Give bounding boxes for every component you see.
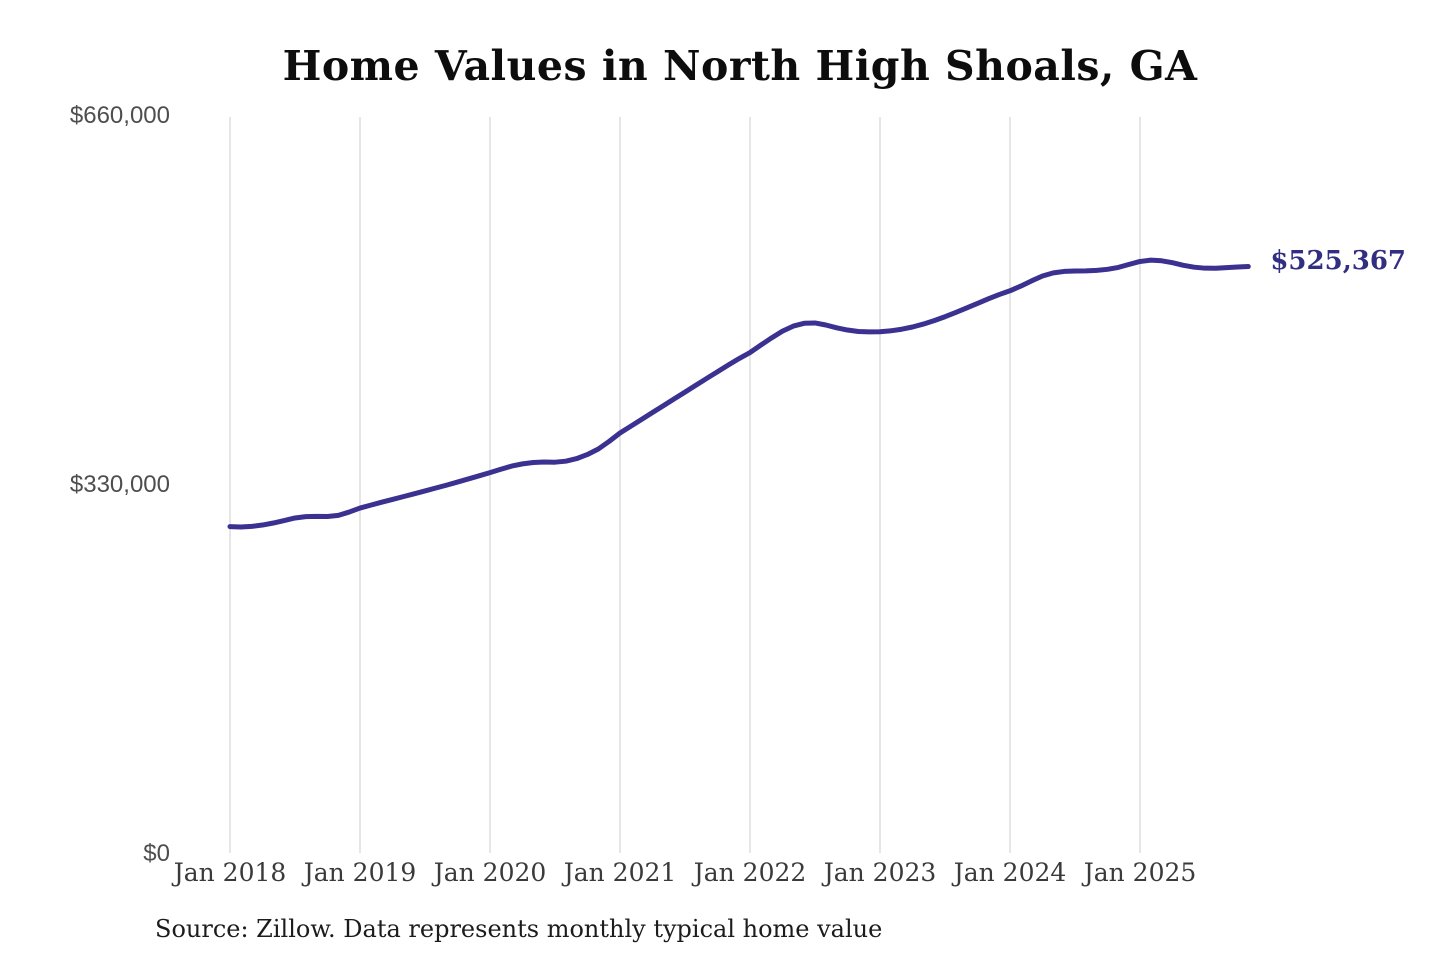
y-tick-label: $660,000 — [69, 102, 170, 129]
x-tick-label: Jan 2018 — [173, 858, 287, 887]
vertical-gridlines — [229, 117, 1141, 853]
chart-title: Home Values in North High Shoals, GA — [282, 42, 1198, 90]
y-tick-label: $330,000 — [69, 471, 170, 498]
x-tick-label: Jan 2024 — [953, 858, 1067, 887]
y-tick-label: $0 — [143, 840, 170, 867]
x-tick-label: Jan 2019 — [303, 858, 417, 887]
x-tick-label: Jan 2022 — [693, 858, 807, 887]
x-tick-label: Jan 2021 — [563, 858, 677, 887]
home-value-line — [227, 257, 1251, 530]
x-tick-label: Jan 2023 — [823, 858, 937, 887]
latest-value-label: $525,367 — [1270, 245, 1407, 276]
x-tick-label: Jan 2020 — [433, 858, 547, 887]
source-note: Source: Zillow. Data represents monthly … — [155, 915, 883, 943]
x-tick-label: Jan 2025 — [1083, 858, 1197, 887]
